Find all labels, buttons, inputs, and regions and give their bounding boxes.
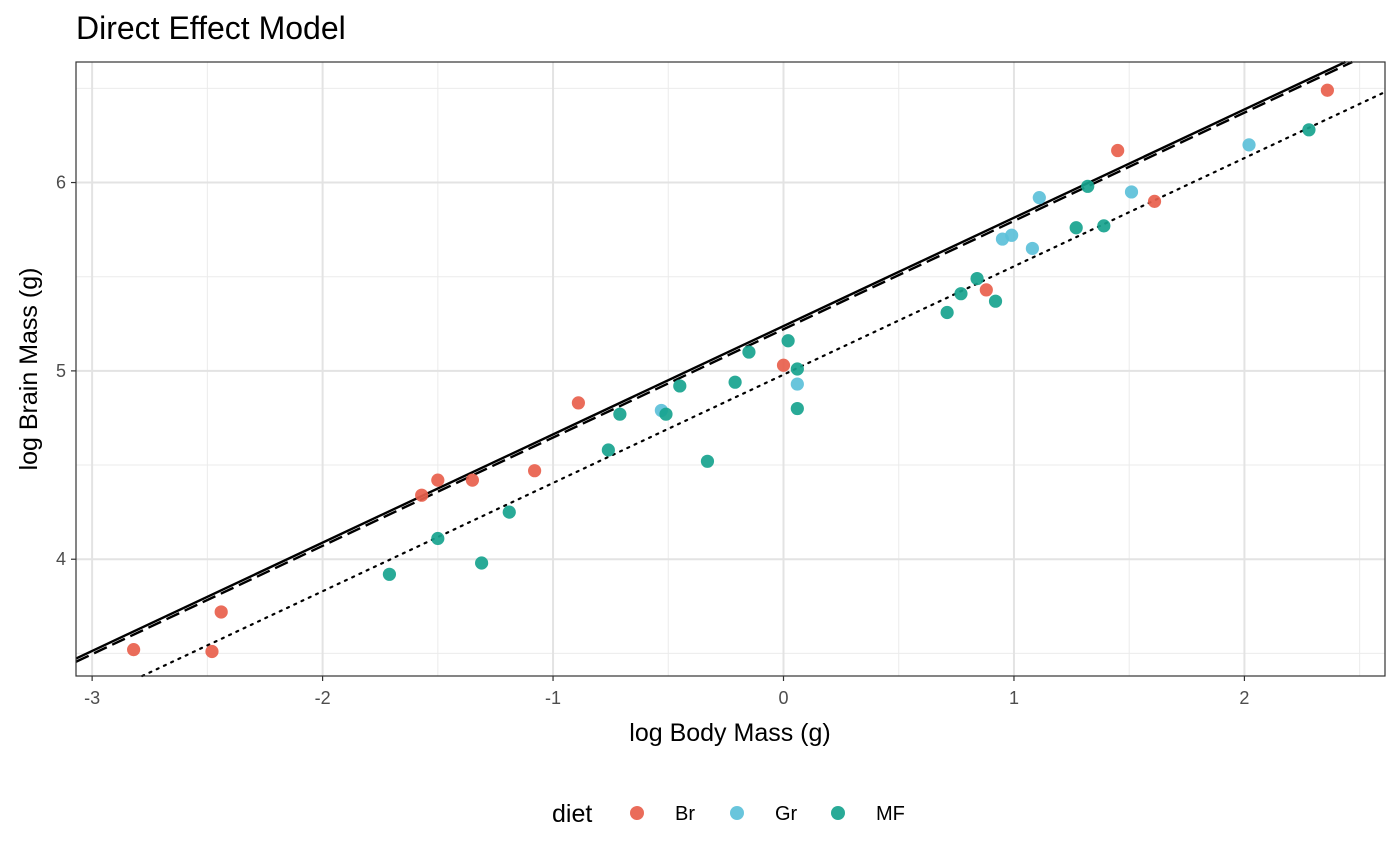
legend-label-br: Br (675, 803, 695, 825)
data-point-mf (940, 305, 954, 320)
data-point-br (205, 644, 219, 659)
x-tick-label: -2 (315, 688, 331, 708)
data-point-mf (431, 531, 445, 546)
data-point-mf (1302, 123, 1316, 137)
legend-key-gr (730, 806, 744, 820)
data-point-br (1320, 83, 1334, 97)
data-points (127, 83, 1334, 659)
data-point-mf (659, 407, 673, 421)
data-point-gr (1005, 228, 1019, 242)
data-point-mf (1081, 179, 1095, 193)
data-point-gr (1025, 241, 1039, 256)
x-tick-label: 0 (778, 688, 788, 708)
chart-title: Direct Effect Model (76, 10, 346, 46)
legend-key-br (630, 806, 644, 820)
legend-title: diet (552, 800, 592, 828)
legend-key-mf (831, 806, 845, 820)
data-point-mf (781, 334, 795, 348)
data-point-mf (954, 287, 968, 301)
data-point-br (528, 464, 542, 478)
x-tick-label: -1 (545, 688, 561, 708)
data-point-mf (790, 401, 804, 416)
data-point-br (127, 643, 141, 657)
y-axis-title: log Brain Mass (g) (15, 268, 43, 471)
plot-border (75, 61, 1386, 677)
data-point-mf (728, 375, 742, 389)
legend-label-mf: MF (876, 803, 905, 825)
x-axis: -3 -2 -1 0 1 2 (84, 676, 1249, 708)
x-tick-label: 1 (1009, 688, 1019, 708)
y-tick-label: 5 (56, 361, 66, 381)
x-axis-title: log Body Mass (g) (629, 719, 830, 747)
data-point-br (1147, 194, 1162, 208)
data-point-br (571, 396, 585, 410)
data-point-mf (382, 567, 397, 581)
data-point-mf (613, 407, 627, 421)
data-point-mf (970, 271, 984, 286)
data-point-mf (988, 294, 1003, 308)
data-point-mf (601, 443, 615, 457)
legend-label-gr: Gr (775, 803, 798, 825)
data-point-mf (742, 345, 756, 359)
data-point-gr (790, 377, 804, 391)
data-point-mf (502, 505, 516, 519)
data-point-mf (475, 556, 489, 570)
reference-lines (75, 60, 1387, 678)
data-point-mf (790, 362, 804, 376)
data-point-gr (1124, 185, 1139, 199)
x-tick-label: 2 (1239, 688, 1249, 708)
reference-line-dotted (141, 90, 1387, 678)
x-tick-label: -3 (84, 688, 100, 708)
reference-line-dashed (75, 60, 1353, 663)
data-point-br (415, 488, 429, 502)
plot-background (76, 62, 1385, 676)
y-tick-label: 6 (56, 173, 66, 193)
y-axis: 4 5 6 (56, 173, 76, 569)
data-point-br (431, 473, 445, 487)
legend: diet Br Gr MF (552, 800, 905, 828)
data-point-mf (1069, 221, 1083, 235)
data-point-mf (700, 454, 715, 468)
data-point-mf (673, 379, 687, 393)
data-point-br (465, 473, 479, 487)
reference-line-solid (75, 60, 1346, 660)
data-point-br (214, 605, 228, 619)
data-point-gr (1242, 138, 1256, 152)
data-point-br (979, 283, 993, 297)
data-point-br (776, 358, 791, 372)
data-point-br (1111, 143, 1125, 158)
y-tick-label: 4 (56, 549, 66, 569)
data-point-mf (1097, 219, 1111, 233)
data-point-gr (1032, 191, 1046, 205)
